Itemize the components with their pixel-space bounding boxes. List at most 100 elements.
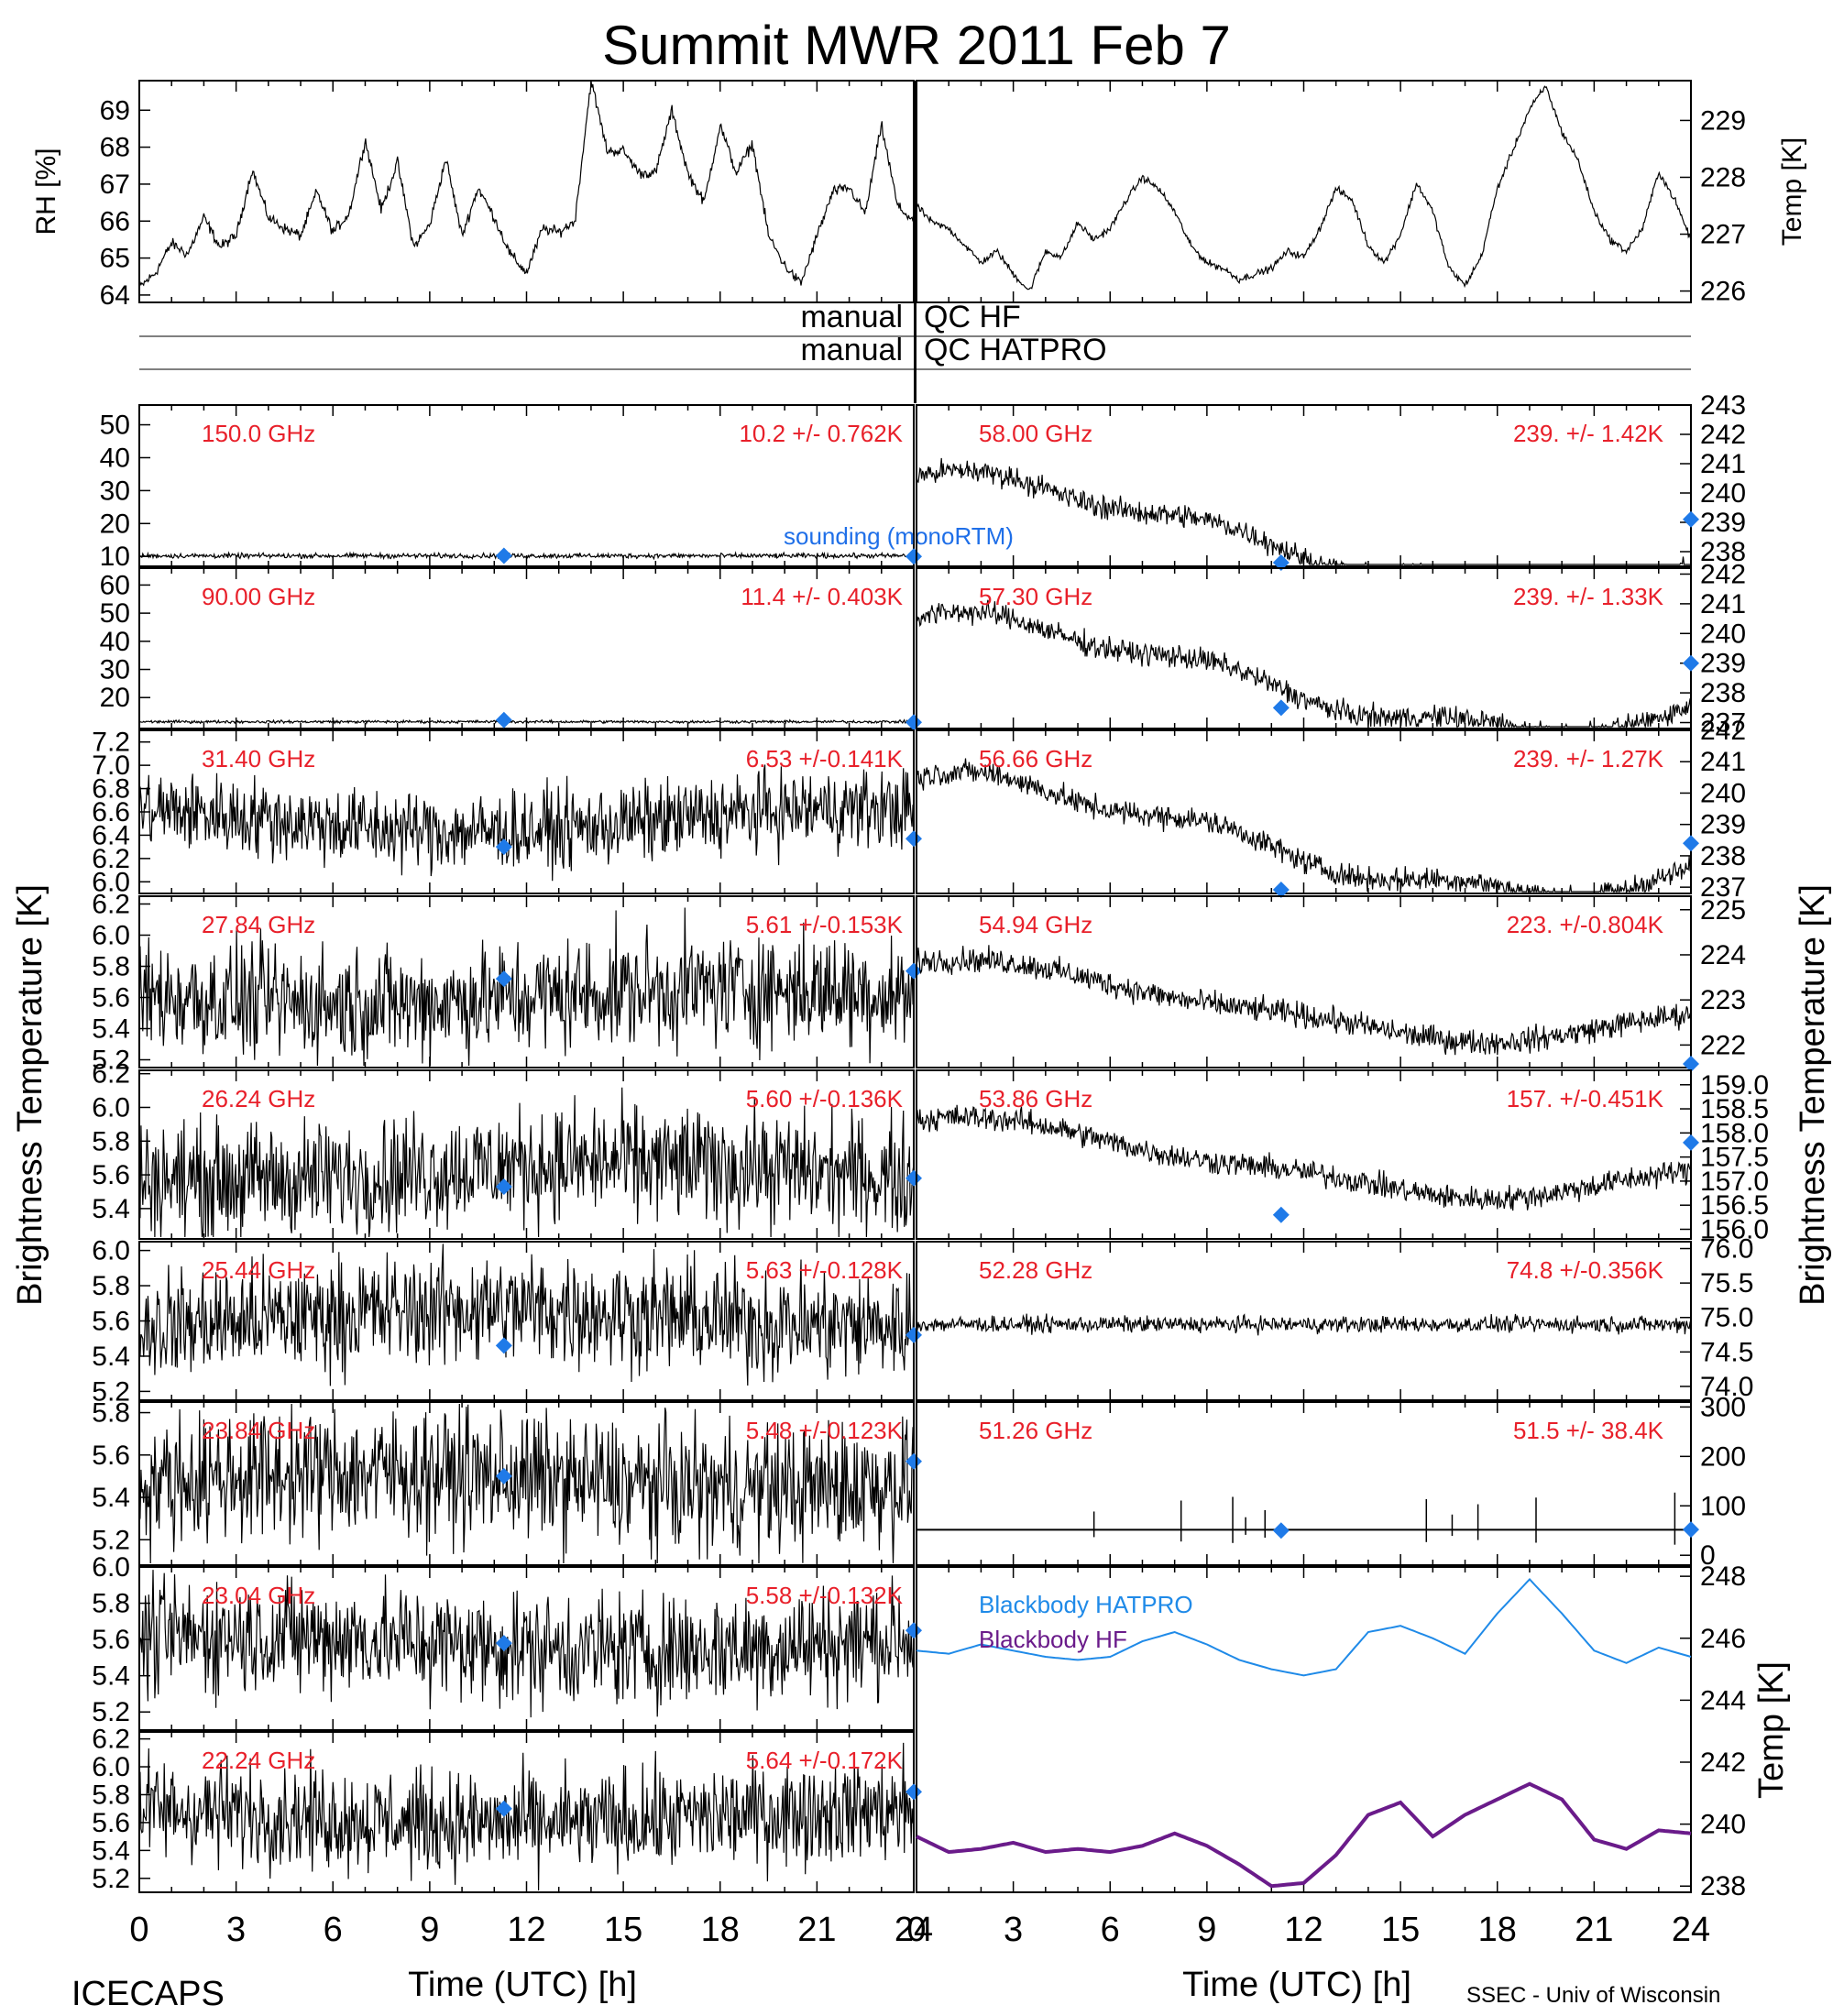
sounding-diamond <box>1272 882 1290 898</box>
x-tick-label: 18 <box>701 1911 740 1949</box>
y-tick-label: 5.2 <box>92 1864 130 1894</box>
sounding-diamond <box>1272 554 1290 571</box>
sounding-diamond <box>1683 1521 1699 1539</box>
x-tick-label: 12 <box>1284 1911 1323 1949</box>
y-tick-label: 40 <box>100 443 130 473</box>
y-tick-label: 239 <box>1700 649 1746 679</box>
sounding-diamond <box>495 1467 512 1485</box>
y-tick-label: 64 <box>100 280 130 311</box>
y-tick-label: 5.2 <box>92 1697 130 1727</box>
y-tick-label: 6.2 <box>92 1725 130 1755</box>
sounding-diamond <box>495 1800 512 1817</box>
y-tick-label: 246 <box>1700 1624 1746 1654</box>
sounding-diamond <box>906 962 922 980</box>
left-panel-frequency-label: 22.24 GHz <box>202 1747 315 1774</box>
y-tick-label: 6.8 <box>92 774 130 805</box>
left-panel-frequency-label: 25.44 GHz <box>202 1256 315 1284</box>
right-panel-frequency-label: 56.66 GHz <box>979 745 1092 772</box>
y-tick-label: 5.6 <box>92 1160 130 1190</box>
sounding-diamond <box>1683 835 1699 852</box>
y-tick-label: 157.0 <box>1700 1167 1769 1197</box>
left-panel-trace <box>139 718 914 725</box>
y-tick-label: 226 <box>1700 277 1746 307</box>
sounding-diamond <box>1272 1522 1290 1539</box>
sounding-diamond <box>1683 510 1699 528</box>
y-tick-label: 5.2 <box>92 1525 130 1555</box>
y-tick-label: 237 <box>1700 872 1746 903</box>
x-tick-label: 6 <box>324 1911 343 1949</box>
y-tick-label: 238 <box>1700 841 1746 871</box>
right-panel-stat-label: 239. +/- 1.33K <box>1513 583 1664 610</box>
left-panel-stat-label: 5.48 +/-0.123K <box>746 1417 904 1444</box>
sounding-diamond <box>495 1178 512 1195</box>
y-tick-label: 156.5 <box>1700 1190 1769 1221</box>
qc-row-right-label: QC HF <box>924 300 1021 334</box>
x-tick-label: 0 <box>129 1911 148 1949</box>
y-tick-label: 6.0 <box>92 921 130 951</box>
y-tick-label: 6.6 <box>92 797 130 827</box>
y-tick-label: 6.2 <box>92 844 130 874</box>
y-tick-label: 67 <box>100 170 130 200</box>
y-tick-label: 6.0 <box>92 867 130 897</box>
y-tick-label: 5.2 <box>92 1376 130 1407</box>
y-tick-label: 10 <box>100 542 130 572</box>
blackbody-axis-label: Temp [K] <box>1752 1661 1791 1799</box>
qc-row-left-label: manual <box>800 333 903 367</box>
blackbody-legend-label: Blackbody HATPRO <box>979 1591 1193 1618</box>
y-tick-label: 300 <box>1700 1392 1746 1422</box>
y-tick-label: 237 <box>1700 708 1746 739</box>
y-tick-label: 50 <box>100 598 130 629</box>
y-tick-label: 5.2 <box>92 1046 130 1076</box>
y-tick-label: 5.4 <box>92 1342 130 1372</box>
left-panel-frequency-label: 31.40 GHz <box>202 745 315 772</box>
y-tick-label: 50 <box>100 411 130 441</box>
x-tick-label: 9 <box>420 1911 439 1949</box>
y-tick-label: 200 <box>1700 1441 1746 1472</box>
sounding-diamond <box>906 1169 922 1187</box>
right-panel-stat-label: 157. +/-0.451K <box>1507 1085 1664 1112</box>
y-tick-label: 224 <box>1700 940 1746 970</box>
y-tick-label: 100 <box>1700 1491 1746 1521</box>
y-tick-label: 227 <box>1700 220 1746 250</box>
sounding-note: sounding (monoRTM) <box>784 522 1014 550</box>
y-tick-label: 244 <box>1700 1685 1746 1715</box>
sounding-diamond <box>906 1452 922 1470</box>
y-tick-label: 76.0 <box>1700 1234 1753 1265</box>
left-panel-frequency-label: 23.04 GHz <box>202 1582 315 1609</box>
qc-row-left-label: manual <box>800 300 903 334</box>
y-tick-label: 5.8 <box>92 1126 130 1156</box>
y-tick-label: 5.4 <box>92 1661 130 1692</box>
right-panel-trace <box>916 599 1692 729</box>
left-panel-trace <box>138 764 915 882</box>
y-tick-label: 0 <box>1700 1540 1716 1571</box>
right-panel-frequency-label: 58.00 GHz <box>979 420 1092 447</box>
y-tick-label: 68 <box>100 133 130 163</box>
x-axis-label-left: Time (UTC) [h] <box>408 1966 637 2004</box>
sounding-diamond <box>1683 1056 1699 1072</box>
right-panel-trace <box>916 1313 1692 1336</box>
y-tick-label: 60 <box>100 570 130 600</box>
right-y-axis-label: Brightness Temperature [K] <box>1794 884 1832 1306</box>
y-tick-label: 228 <box>1700 162 1746 192</box>
left-panel-stat-label: 5.60 +/-0.136K <box>746 1085 904 1112</box>
x-tick-label: 21 <box>797 1911 836 1949</box>
y-tick-label: 240 <box>1700 778 1746 808</box>
y-tick-label: 240 <box>1700 1810 1746 1840</box>
y-tick-label: 5.6 <box>92 983 130 1013</box>
y-tick-label: 241 <box>1700 589 1746 619</box>
y-tick-label: 6.4 <box>92 820 130 850</box>
x-tick-label: 12 <box>507 1911 545 1949</box>
x-tick-label: 6 <box>1101 1911 1120 1949</box>
y-tick-label: 159.0 <box>1700 1070 1769 1101</box>
left-panel-stat-label: 5.61 +/-0.153K <box>746 911 904 938</box>
left-panel-trace <box>138 1742 915 1891</box>
y-tick-label: 5.6 <box>92 1808 130 1838</box>
y-tick-label: 30 <box>100 655 130 685</box>
right-panel-stat-label: 223. +/-0.804K <box>1507 911 1664 938</box>
x-tick-label: 21 <box>1575 1911 1613 1949</box>
y-tick-label: 6.0 <box>92 1752 130 1782</box>
x-tick-label: 18 <box>1478 1911 1517 1949</box>
sounding-diamond <box>1272 699 1290 717</box>
blackbody-series-line <box>916 1578 1692 1677</box>
